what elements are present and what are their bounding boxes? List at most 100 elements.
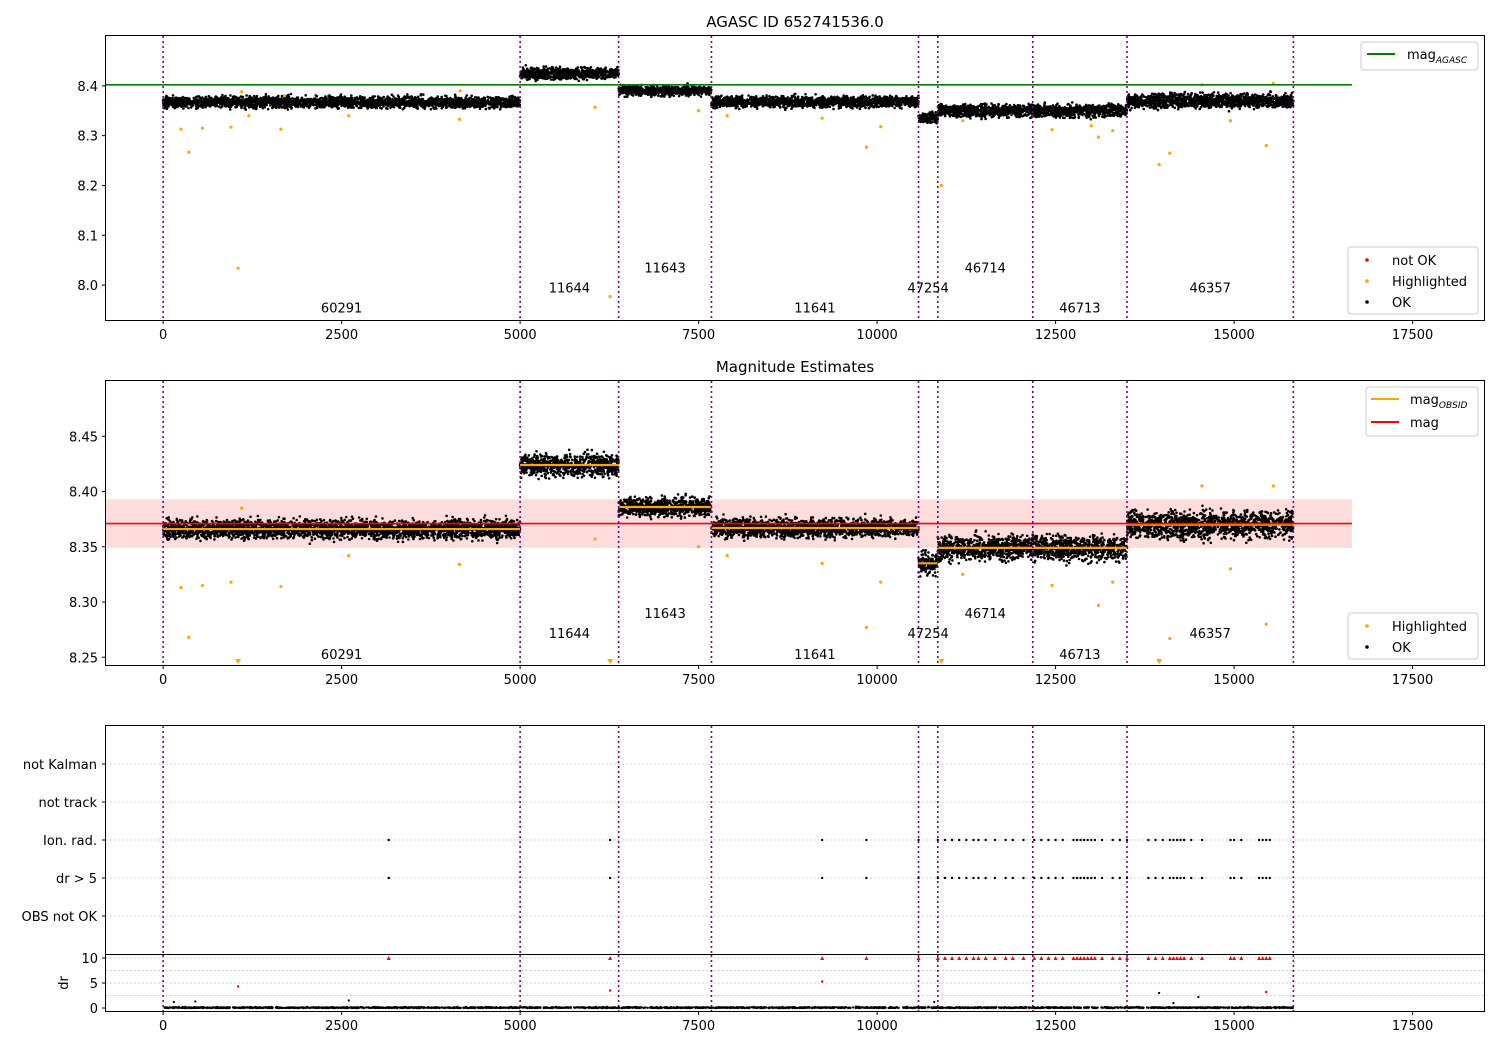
x-tick-label: 15000 bbox=[1213, 1019, 1254, 1034]
flag-point bbox=[965, 876, 968, 880]
flag-point bbox=[387, 838, 390, 842]
legend-marker bbox=[1365, 279, 1369, 283]
panel-magnitude-axes: 0 2500 5000 7500 10000 12500 15000 17500 8.25 8.3… bbox=[69, 430, 1433, 688]
flag-point bbox=[1257, 876, 1261, 880]
highlighted-point bbox=[697, 109, 701, 113]
flag-point bbox=[1054, 876, 1057, 880]
dr-clipped-marker bbox=[1110, 956, 1115, 960]
flag-point bbox=[1232, 838, 1236, 842]
ok-points-46713 bbox=[1031, 101, 1129, 121]
x-tick-label: 0 bbox=[159, 1019, 167, 1034]
x-tick-label: 5000 bbox=[504, 328, 537, 343]
panel-agasc-title: AGASC ID 652741536.0 bbox=[706, 13, 884, 31]
ok-points-60291 bbox=[161, 92, 522, 111]
highlighted-point bbox=[939, 183, 943, 188]
dr-clipped-marker bbox=[1089, 956, 1094, 960]
flag-point bbox=[1086, 838, 1089, 842]
flag-point bbox=[936, 838, 939, 842]
dr-clipped-marker bbox=[950, 956, 955, 960]
highlighted-point bbox=[1271, 484, 1275, 488]
highlighted-point bbox=[961, 572, 965, 576]
y-tick-label: 8.1 bbox=[77, 229, 98, 244]
flag-point bbox=[1154, 838, 1157, 842]
dr-clipped-marker bbox=[1021, 956, 1026, 960]
flag-point bbox=[1265, 876, 1268, 880]
highlighted-point bbox=[200, 583, 204, 588]
highlighted-point bbox=[1228, 119, 1233, 123]
highlighted-point bbox=[864, 625, 868, 630]
dr-outlier-point bbox=[1197, 995, 1200, 999]
highlighted-point bbox=[820, 116, 824, 120]
out-of-range-marker bbox=[607, 659, 614, 664]
flag-point bbox=[1168, 838, 1172, 842]
highlighted-point bbox=[1228, 567, 1233, 571]
flag-point bbox=[1079, 876, 1082, 880]
flag-point bbox=[865, 876, 868, 880]
x-tick-label: 2500 bbox=[325, 1019, 358, 1034]
obsid-label: 46713 bbox=[1059, 648, 1100, 663]
flag-category-label: OBS not OK bbox=[22, 910, 98, 925]
x-tick-label: 10000 bbox=[856, 673, 897, 688]
flag-point bbox=[972, 876, 975, 880]
flag-point bbox=[1161, 876, 1164, 880]
dr-clipped-marker bbox=[1117, 956, 1122, 960]
flag-point bbox=[1093, 876, 1097, 880]
dr-outlier-point bbox=[194, 1000, 197, 1003]
legend-marker bbox=[1365, 624, 1369, 628]
x-tick-label: 0 bbox=[159, 328, 167, 343]
highlighted-point bbox=[179, 127, 183, 131]
dr-clipped-marker bbox=[1032, 956, 1037, 960]
flag-point bbox=[1072, 838, 1075, 842]
legend-label: OK bbox=[1392, 296, 1411, 311]
dr-clipped-marker bbox=[1239, 956, 1244, 960]
flag-point bbox=[1168, 876, 1172, 880]
y-tick-label: 8.30 bbox=[69, 596, 98, 611]
flag-point bbox=[1011, 876, 1014, 880]
highlighted-point bbox=[1050, 583, 1054, 588]
flag-point bbox=[1090, 876, 1093, 880]
dr-clipped-marker bbox=[820, 956, 825, 960]
highlighted-point bbox=[179, 586, 183, 590]
highlighted-point bbox=[236, 266, 240, 270]
highlighted-point bbox=[458, 89, 462, 93]
flag-point bbox=[1200, 876, 1204, 880]
flag-point bbox=[1054, 838, 1057, 842]
flag-point bbox=[1190, 838, 1193, 842]
highlighted-point bbox=[1168, 636, 1172, 641]
ok-points-11641 bbox=[710, 92, 920, 111]
y-tick-label: 10 bbox=[81, 952, 98, 967]
flag-point bbox=[1147, 838, 1150, 842]
highlighted-point bbox=[457, 562, 462, 567]
dr-clipped-marker bbox=[1075, 956, 1080, 960]
obsid-label: 47254 bbox=[907, 627, 948, 642]
obsid-label: 11644 bbox=[549, 282, 590, 297]
highlighted-point bbox=[187, 150, 191, 154]
flag-point bbox=[943, 838, 947, 842]
legend-frame bbox=[1360, 41, 1479, 71]
obsid-label: 47254 bbox=[907, 282, 948, 297]
y-tick-label: 0 bbox=[90, 1002, 98, 1017]
x-tick-label: 17500 bbox=[1392, 673, 1433, 688]
panel-dr-axes: 0 2500 5000 7500 10000 12500 15000 17500 0 5 10 bbox=[81, 952, 1433, 1034]
panel-flags-data bbox=[106, 726, 1484, 954]
highlighted-point bbox=[593, 105, 597, 109]
dr-clipped-marker bbox=[1260, 956, 1265, 960]
dr-clipped-marker bbox=[1264, 956, 1269, 960]
flag-point bbox=[1182, 876, 1186, 880]
highlighted-point bbox=[820, 561, 824, 565]
flag-point bbox=[1075, 838, 1079, 842]
out-of-range-marker bbox=[938, 659, 945, 664]
highlighted-point bbox=[697, 545, 701, 549]
panel-dr-data bbox=[106, 955, 1484, 1011]
obsid-label: 46714 bbox=[965, 262, 1006, 277]
flag-point bbox=[1040, 838, 1043, 842]
flag-point bbox=[1179, 838, 1182, 842]
panel-agasc: AGASC ID 652741536.0 60291 11644 11643 1164… bbox=[77, 13, 1485, 343]
y-tick-label: 8.45 bbox=[69, 430, 98, 445]
flag-point bbox=[1090, 838, 1093, 842]
y-tick-label: 8.3 bbox=[77, 130, 98, 145]
flag-point bbox=[608, 876, 612, 880]
dr-clipped-marker bbox=[971, 956, 976, 960]
dr-outlier-point bbox=[1172, 1001, 1175, 1005]
